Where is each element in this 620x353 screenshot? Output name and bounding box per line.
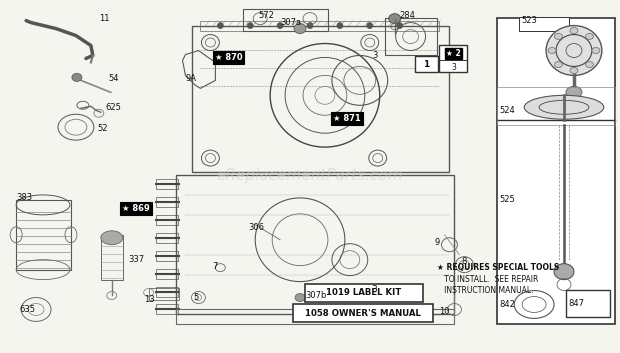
Ellipse shape: [295, 294, 305, 301]
Bar: [497, 18, 615, 324]
Text: ★ 2: ★ 2: [446, 49, 461, 58]
Text: 8: 8: [461, 257, 467, 266]
Bar: [16, 200, 71, 270]
Ellipse shape: [101, 231, 123, 245]
Text: 284: 284: [400, 11, 415, 20]
Text: 842: 842: [499, 300, 515, 309]
Text: ★ 869: ★ 869: [122, 204, 149, 213]
Bar: [175, 175, 454, 315]
Bar: [156, 287, 177, 297]
Ellipse shape: [524, 95, 604, 119]
Ellipse shape: [247, 23, 253, 29]
Ellipse shape: [554, 264, 574, 280]
Ellipse shape: [307, 23, 313, 29]
Text: 572: 572: [258, 11, 274, 20]
Text: 307a: 307a: [280, 18, 301, 27]
Bar: [156, 197, 177, 207]
Text: 10: 10: [440, 307, 450, 316]
Ellipse shape: [277, 23, 283, 29]
Ellipse shape: [554, 61, 562, 67]
Bar: [175, 310, 454, 324]
Bar: [156, 269, 177, 279]
Ellipse shape: [367, 23, 373, 29]
Text: 9A: 9A: [185, 74, 197, 83]
Text: 1058 OWNER'S MANUAL: 1058 OWNER'S MANUAL: [305, 309, 421, 318]
Ellipse shape: [592, 48, 600, 54]
Text: 635: 635: [19, 305, 35, 314]
Bar: [497, 87, 615, 125]
Bar: [149, 288, 179, 299]
Ellipse shape: [554, 34, 562, 40]
Text: 3: 3: [373, 51, 378, 60]
Text: 523: 523: [521, 16, 537, 25]
Bar: [566, 289, 610, 317]
Text: 307b: 307b: [305, 291, 326, 300]
Text: 1019 LABEL KIT: 1019 LABEL KIT: [326, 288, 401, 297]
Text: ★ 871: ★ 871: [333, 114, 361, 123]
Text: 11: 11: [99, 14, 109, 23]
Ellipse shape: [566, 86, 582, 98]
Text: 54: 54: [108, 74, 119, 83]
Ellipse shape: [389, 14, 401, 24]
Text: 525: 525: [499, 196, 515, 204]
Bar: [305, 283, 423, 301]
Text: ★ REQUIRES SPECIAL TOOLS: ★ REQUIRES SPECIAL TOOLS: [438, 263, 560, 272]
Ellipse shape: [570, 28, 578, 34]
Bar: [200, 20, 440, 31]
Text: 3: 3: [451, 63, 456, 72]
Text: 5: 5: [193, 293, 199, 302]
Ellipse shape: [397, 23, 402, 29]
Bar: [519, 17, 569, 31]
Bar: [156, 179, 177, 189]
Text: 524: 524: [499, 106, 515, 115]
Bar: [156, 233, 177, 243]
Ellipse shape: [294, 24, 306, 34]
Ellipse shape: [546, 26, 602, 76]
Text: 625: 625: [106, 103, 122, 112]
Text: 9: 9: [435, 238, 440, 247]
Bar: [192, 26, 450, 172]
Bar: [156, 305, 177, 315]
Bar: [415, 56, 438, 72]
Text: INSTRUCTION MANUAL.: INSTRUCTION MANUAL.: [438, 286, 534, 295]
Text: 337: 337: [129, 255, 145, 264]
Text: 847: 847: [568, 299, 584, 308]
Text: eReplacementParts.com: eReplacementParts.com: [216, 168, 404, 183]
Ellipse shape: [218, 23, 223, 29]
Ellipse shape: [570, 67, 578, 73]
Ellipse shape: [548, 48, 556, 54]
Text: TO INSTALL.  SEE REPAIR: TO INSTALL. SEE REPAIR: [438, 275, 539, 284]
Text: 7: 7: [213, 262, 218, 271]
Bar: [156, 215, 177, 225]
Ellipse shape: [337, 23, 343, 29]
Text: 306: 306: [248, 223, 264, 232]
Bar: [156, 251, 177, 261]
Bar: [384, 18, 436, 55]
Text: 13: 13: [144, 295, 154, 304]
Text: 52: 52: [98, 124, 108, 133]
Text: ★ 870: ★ 870: [215, 53, 242, 62]
Ellipse shape: [585, 34, 593, 40]
Bar: [243, 9, 328, 31]
Ellipse shape: [72, 73, 82, 82]
Text: 3: 3: [372, 285, 378, 293]
Text: 1: 1: [423, 60, 430, 69]
Bar: [101, 235, 123, 280]
Bar: [440, 44, 467, 72]
Text: 383: 383: [16, 193, 32, 202]
Ellipse shape: [585, 61, 593, 67]
Bar: [293, 305, 433, 322]
